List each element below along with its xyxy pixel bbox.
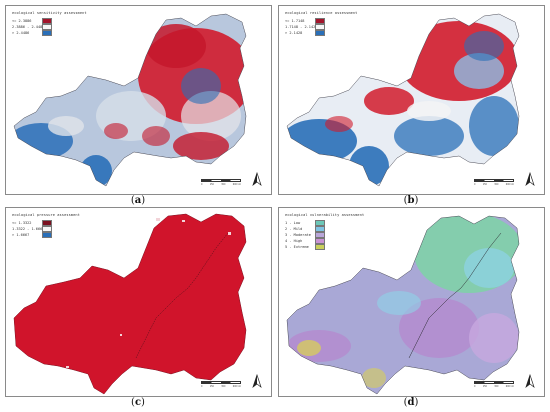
legend-item: 1 - Low bbox=[285, 219, 364, 226]
legend-label: 1 - Low bbox=[285, 220, 301, 225]
scale-tick: 0 bbox=[474, 183, 476, 186]
pressure-region bbox=[13, 213, 247, 395]
legend-item: 1.7148 - 2.1428 bbox=[285, 23, 357, 30]
scale-tick: 150 bbox=[482, 385, 487, 388]
caption-letter: a bbox=[134, 195, 142, 206]
caption-letter: d bbox=[407, 397, 415, 408]
legend-swatch bbox=[315, 29, 325, 36]
scale-tick: 300 bbox=[221, 385, 226, 388]
light-patches bbox=[66, 218, 231, 368]
legend-label: 1.3322 - 1.6667 bbox=[12, 226, 45, 231]
scale-tick: 0 bbox=[474, 385, 476, 388]
legend-item: 1.3322 - 1.6667 bbox=[12, 225, 80, 232]
map-panel-resilience: ecological resilience assessment <= 1.71… bbox=[278, 5, 545, 195]
caption-letter: c bbox=[134, 397, 142, 408]
vulnerability-map bbox=[286, 215, 520, 395]
legend-swatch bbox=[42, 231, 52, 238]
scale-bar-labels: 0 150 300 600 km bbox=[201, 183, 241, 186]
scale-tick: 300 bbox=[494, 183, 499, 186]
caption-letter: b bbox=[407, 195, 415, 206]
legend-swatch bbox=[315, 225, 325, 232]
legend-item: > 1.6667 bbox=[12, 231, 80, 238]
scale-bar-labels: 0 150 300 600 km bbox=[201, 385, 241, 388]
scale-tick: 600 km bbox=[505, 385, 514, 388]
scale-bar bbox=[201, 179, 241, 182]
legend-swatch bbox=[315, 237, 325, 244]
north-arrow-icon bbox=[525, 172, 535, 186]
legend-item: 4 - High bbox=[285, 237, 364, 244]
legend-swatch bbox=[42, 219, 52, 226]
legend-item: > 2.1428 bbox=[285, 29, 357, 36]
map-panel-pressure: ecological pressure assessment <= 1.3322… bbox=[5, 207, 272, 397]
legend-title: ecological resilience assessment bbox=[285, 11, 358, 15]
legend-item: 3 - Moderate bbox=[285, 231, 364, 238]
scale-tick: 300 bbox=[221, 183, 226, 186]
caption-a: (a) bbox=[130, 195, 146, 206]
legend-label: <= 2.3886 bbox=[12, 18, 32, 23]
scale-tick: 150 bbox=[209, 385, 214, 388]
scale-bar bbox=[474, 179, 514, 182]
legend-swatch bbox=[42, 17, 52, 24]
legend-item: 5 - Extreme bbox=[285, 243, 364, 250]
boundary-line bbox=[408, 232, 502, 359]
caption-b: (b) bbox=[403, 195, 419, 206]
legend-item: 2 - Mild bbox=[285, 225, 364, 232]
boundary-line bbox=[135, 232, 229, 359]
legend-label: 1.7148 - 2.1428 bbox=[285, 24, 318, 29]
legend-label: 2.3886 - 2.4486 bbox=[12, 24, 45, 29]
legend-title: ecological pressure assessment bbox=[12, 213, 80, 217]
legend-swatch bbox=[315, 17, 325, 24]
resilience-map bbox=[286, 13, 520, 187]
legend-label: 3 - Moderate bbox=[285, 232, 311, 237]
legend-item: > 2.4486 bbox=[12, 29, 87, 36]
legend-label: > 2.4486 bbox=[12, 30, 30, 35]
scale-tick: 600 km bbox=[505, 183, 514, 186]
north-arrow-icon bbox=[252, 172, 262, 186]
sensitivity-map bbox=[13, 13, 247, 187]
legend-sensitivity: ecological sensitivity assessment <= 2.3… bbox=[12, 11, 87, 36]
scale-tick: 300 bbox=[494, 385, 499, 388]
legend-label: > 2.1428 bbox=[285, 30, 303, 35]
caption-d: (d) bbox=[403, 397, 419, 408]
legend-pressure: ecological pressure assessment <= 1.3322… bbox=[12, 213, 80, 238]
legend-item: <= 1.7148 bbox=[285, 17, 357, 24]
legend-swatch bbox=[315, 231, 325, 238]
scale-tick: 600 km bbox=[232, 183, 241, 186]
legend-vulnerability: ecological vulnerability assessment 1 - … bbox=[285, 213, 364, 250]
legend-item: <= 2.3886 bbox=[12, 17, 87, 24]
legend-label: > 1.6667 bbox=[12, 232, 30, 237]
legend-title: ecological vulnerability assessment bbox=[285, 213, 365, 217]
scale-tick: 150 bbox=[482, 183, 487, 186]
pressure-map bbox=[13, 213, 247, 395]
legend-label: 5 - Extreme bbox=[285, 244, 309, 249]
scale-bar bbox=[201, 381, 241, 384]
scale-bar-labels: 0 150 300 600 km bbox=[474, 183, 514, 186]
north-arrow-icon bbox=[525, 374, 535, 388]
map-panel-vulnerability: ecological vulnerability assessment 1 - … bbox=[278, 207, 545, 397]
legend-swatch bbox=[315, 243, 325, 250]
legend-label: 2 - Mild bbox=[285, 226, 303, 231]
legend-swatch bbox=[42, 225, 52, 232]
north-arrow-icon bbox=[252, 374, 262, 388]
legend-swatch bbox=[42, 23, 52, 30]
caption-c: (c) bbox=[131, 397, 145, 408]
legend-item: <= 1.3322 bbox=[12, 219, 80, 226]
legend-label: 4 - High bbox=[285, 238, 303, 243]
map-panel-sensitivity: ecological sensitivity assessment <= 2.3… bbox=[5, 5, 272, 195]
legend-swatch bbox=[315, 23, 325, 30]
scale-bar-labels: 0 150 300 600 km bbox=[474, 385, 514, 388]
scale-tick: 150 bbox=[209, 183, 214, 186]
scale-tick: 0 bbox=[201, 385, 203, 388]
legend-resilience: ecological resilience assessment <= 1.71… bbox=[285, 11, 357, 36]
scale-bar bbox=[474, 381, 514, 384]
scale-tick: 0 bbox=[201, 183, 203, 186]
legend-swatch bbox=[42, 29, 52, 36]
legend-item: 2.3886 - 2.4486 bbox=[12, 23, 87, 30]
scale-tick: 600 km bbox=[232, 385, 241, 388]
legend-title: ecological sensitivity assessment bbox=[12, 11, 87, 15]
legend-swatch bbox=[315, 219, 325, 226]
legend-label: <= 1.7148 bbox=[285, 18, 305, 23]
legend-label: <= 1.3322 bbox=[12, 220, 32, 225]
